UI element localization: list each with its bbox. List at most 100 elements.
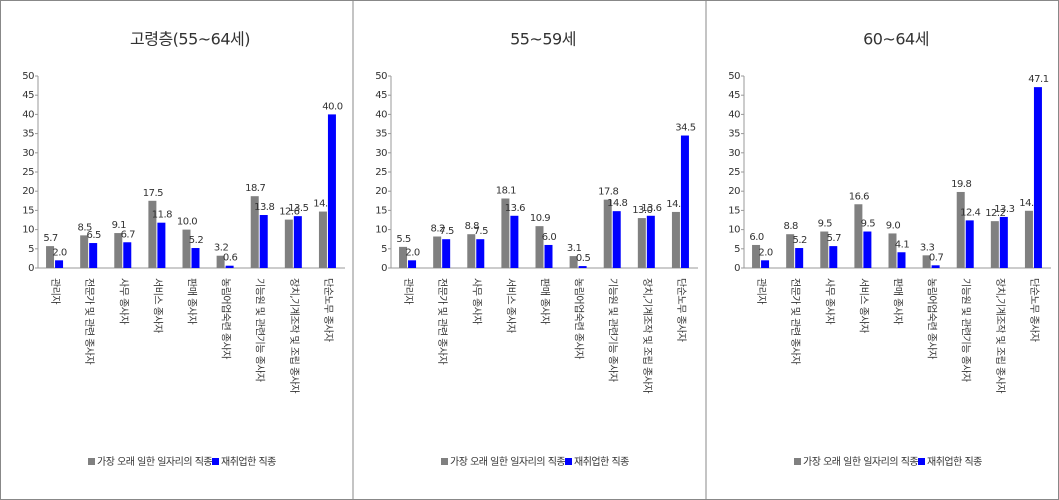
bar [46,246,55,268]
x-tick-label: 서비스 종사자 [504,278,516,333]
x-tick-label: 관리자 [755,278,767,304]
data-label: 18.7 [245,183,265,194]
y-tick-label: 40 [375,109,387,120]
data-label: 2.0 [758,247,773,258]
bar [157,222,166,268]
data-label: 10.9 [530,213,550,224]
x-tick-label: 기능원 및 관련기능 종사자 [607,278,619,382]
x-tick-label: 판매 종사자 [539,278,551,324]
chart-panel: 고령층(55~64세) 0 5 10 15 20 25 30 35 40 45 50 관리자 5.7 2.0… [22,30,345,468]
data-label: 14.6 [666,199,686,210]
data-label: 14.8 [607,198,627,209]
bar [148,200,157,268]
x-tick-label: 관리자 [402,278,414,304]
bar [671,211,680,268]
bar [191,248,200,268]
bar [931,265,940,268]
bar [795,248,804,268]
data-label: 13.8 [254,202,274,213]
y-tick-label: 5 [381,244,387,255]
y-tick-label: 35 [375,129,387,140]
data-label: 5.2 [189,235,204,246]
data-label: 9.0 [886,220,901,231]
y-tick-label: 5 [734,244,740,255]
y-tick-label: 30 [728,148,740,159]
data-label: 6.0 [542,232,557,243]
chart-title: 55~59세 [510,30,576,49]
x-tick-label: 농림어업숙련 종사자 [220,278,233,359]
bar [510,215,519,268]
x-tick-label: 기능원 및 관련기능 종사자 [254,278,266,382]
bar [318,211,327,268]
y-tick-label: 25 [375,167,387,178]
bar [467,234,476,268]
y-tick-label: 20 [375,186,387,197]
x-tick-label: 농림어업숙련 종사자 [573,278,586,359]
bar [612,211,621,268]
bar [569,256,578,268]
legend-label: 가장 오래 일한 일자리의 직종 [97,456,212,468]
y-tick-label: 0 [734,263,740,274]
bar [408,260,417,268]
data-label: 7.5 [439,226,454,237]
data-label: 40.0 [322,101,342,112]
bar [114,233,123,268]
data-label: 13.0 [632,205,652,216]
x-tick-label: 사무 종사자 [117,278,129,324]
data-label: 14.7 [313,199,333,210]
bar [1024,210,1033,268]
data-label: 13.6 [641,203,661,214]
x-tick-label: 장치,기계조작 및 조립 종사자 [641,278,654,393]
data-label: 5.2 [792,235,807,246]
x-tick-label: 관리자 [49,278,61,304]
data-label: 5.5 [396,234,411,245]
bar [897,252,906,268]
chart-panel: 55~59세 0 5 10 15 20 25 30 35 40 45 50 관리자 5.5 2.0 전문가 및… [375,30,698,468]
y-tick-label: 10 [375,225,387,236]
bar [888,233,897,268]
bar [433,236,442,268]
bar [578,266,587,268]
data-label: 8.8 [465,221,480,232]
data-label: 47.1 [1028,74,1048,85]
x-tick-label: 단순노무 종사자 [675,278,687,342]
data-label: 12.6 [279,207,299,218]
y-tick-label: 0 [28,263,34,274]
y-tick-label: 20 [22,186,34,197]
y-tick-label: 10 [728,225,740,236]
data-label: 10.0 [177,217,197,228]
chart-panel: 60~64세 0 5 10 15 20 25 30 35 40 45 50 관리자 6.0 2.0 전문가 및… [728,30,1051,468]
data-label: 4.1 [895,239,910,250]
chart-title: 60~64세 [863,30,929,49]
bar [922,255,931,268]
legend-swatch [88,458,95,465]
bar [327,114,336,269]
x-tick-label: 서비스 종사자 [857,278,869,333]
x-tick-label: 기능원 및 관련기능 종사자 [960,278,972,382]
bar [990,221,999,268]
legend-swatch [441,458,448,465]
data-label: 16.6 [849,191,869,202]
x-tick-label: 단순노무 종사자 [1028,278,1040,342]
data-label: 12.4 [960,207,980,218]
y-tick-label: 25 [22,167,34,178]
y-tick-label: 15 [728,205,740,216]
data-label: 12.2 [985,208,1005,219]
x-tick-label: 서비스 종사자 [151,278,163,333]
bar [820,231,829,268]
data-label: 13.3 [994,204,1014,215]
x-tick-label: 단순노무 종사자 [322,278,334,342]
y-tick-label: 5 [28,244,34,255]
data-label: 3.1 [567,243,582,254]
data-label: 9.5 [861,219,876,230]
bar [786,234,795,268]
data-label: 8.2 [430,224,445,235]
bar [399,246,408,268]
bar [501,198,510,268]
data-label: 9.5 [818,219,833,230]
data-label: 34.5 [675,123,695,134]
bar [854,204,863,268]
bar [123,242,132,268]
y-tick-label: 25 [728,167,740,178]
bar [829,246,838,268]
